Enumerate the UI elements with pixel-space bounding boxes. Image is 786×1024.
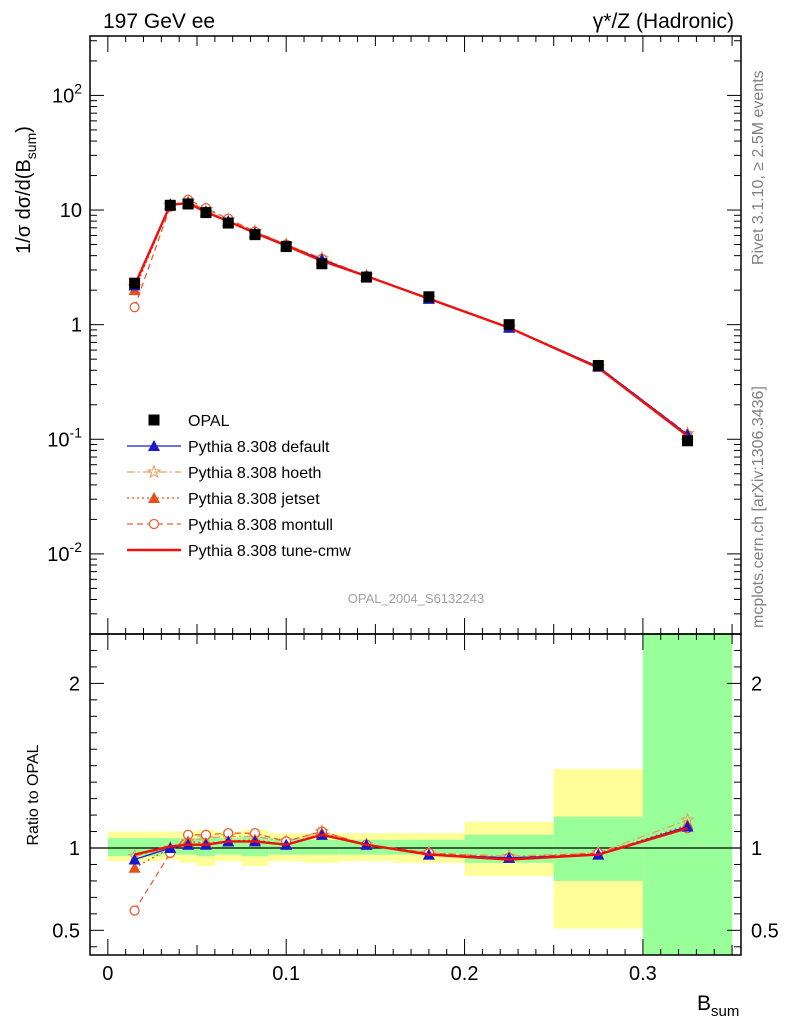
ratio-point-jetset <box>128 861 141 873</box>
band-inner <box>642 634 733 955</box>
main-point-data <box>182 198 194 210</box>
header-right-title: γ*/Z (Hadronic) <box>593 10 734 33</box>
main-series-line-hoeth <box>134 201 688 435</box>
main-series-line-tune_cmw <box>133 201 689 437</box>
main-series-line-default <box>134 202 688 436</box>
main-series-line-jetset <box>134 201 688 436</box>
x-tick-label: 0.2 <box>451 963 479 985</box>
ratio-xlabel: Bsum <box>697 992 739 1020</box>
main-point-data <box>129 277 141 289</box>
main-point-data <box>222 217 234 229</box>
main-y-tick-label: 10 <box>60 200 82 222</box>
main-y-tick-label: 102 <box>52 80 82 107</box>
legend-marker-default <box>148 440 160 451</box>
legend-label-hoeth: Pythia 8.308 hoeth <box>188 465 321 482</box>
ratio-series-line-tune_cmw <box>134 827 688 861</box>
legend-marker-data <box>148 414 160 426</box>
main-point-data <box>316 258 328 270</box>
main-point-data <box>200 207 212 219</box>
main-y-tick-label: 10-1 <box>47 424 82 451</box>
legend-label-data: OPAL <box>188 413 230 430</box>
ratio-xlabel-text: Bsum <box>697 992 739 1020</box>
ratio-y-tick-label: 2 <box>69 673 80 695</box>
legend-label-tune_cmw: Pythia 8.308 tune-cmw <box>188 543 351 560</box>
legend-label-montull: Pythia 8.308 montull <box>188 517 333 534</box>
x-tick-label: 0.3 <box>629 963 657 985</box>
main-y-tick-label: 1 <box>71 315 82 337</box>
side-label-mcplots: mcplots.cern.ch [arXiv:1306.3436] <box>750 386 767 628</box>
ratio-y-tick-label: 0.5 <box>52 920 80 942</box>
ratio-point-default <box>128 853 141 865</box>
side-label-rivet: Rivet 3.1.10, ≥ 2.5M events <box>750 70 767 265</box>
main-point-data <box>280 241 292 253</box>
ratio-y-tick-label-right: 0.5 <box>751 920 779 942</box>
main-point-montull <box>129 302 140 313</box>
ratio-y-tick-label: 1 <box>69 838 80 860</box>
main-point-data <box>503 319 515 331</box>
legend-marker-hoeth <box>146 464 162 479</box>
main-point-data <box>249 229 261 241</box>
ratio-ylabel: Ratio to OPAL <box>25 744 42 845</box>
main-point-data <box>423 291 435 303</box>
watermark: OPAL_2004_S6132243 <box>348 591 484 606</box>
main-ylabel-text: 1/σ dσ/d(Bsum) <box>13 126 39 254</box>
main-y-tick-label: 10-2 <box>47 539 82 566</box>
chart-marks: 10-2 10-1 1 10 102 0.5 0.5 1 1 2 2 0 0.1 0.2 0.3 OPAL Py… <box>47 35 779 985</box>
legend-marker-montull <box>148 518 160 530</box>
x-tick-label: 0.1 <box>272 963 300 985</box>
legend-marker-jetset <box>148 492 160 503</box>
ratio-y-tick-label-right: 2 <box>751 673 762 695</box>
main-point-data <box>164 199 176 211</box>
x-tick-label: 0 <box>102 963 113 985</box>
main-point-data <box>681 435 693 447</box>
main-point-data <box>360 271 372 283</box>
ratio-y-tick-label-right: 1 <box>751 838 762 860</box>
main-series-line-montull <box>133 198 688 436</box>
ratio-point-montull <box>129 905 140 916</box>
main-point-data <box>592 360 604 372</box>
legend-label-jetset: Pythia 8.308 jetset <box>188 491 320 508</box>
legend-label-default: Pythia 8.308 default <box>188 439 330 456</box>
main-ylabel: 1/σ dσ/d(Bsum) <box>13 126 39 254</box>
ratio-panel-frame <box>89 633 742 956</box>
header-left-title: 197 GeV ee <box>103 10 215 33</box>
band-inner <box>304 839 340 855</box>
